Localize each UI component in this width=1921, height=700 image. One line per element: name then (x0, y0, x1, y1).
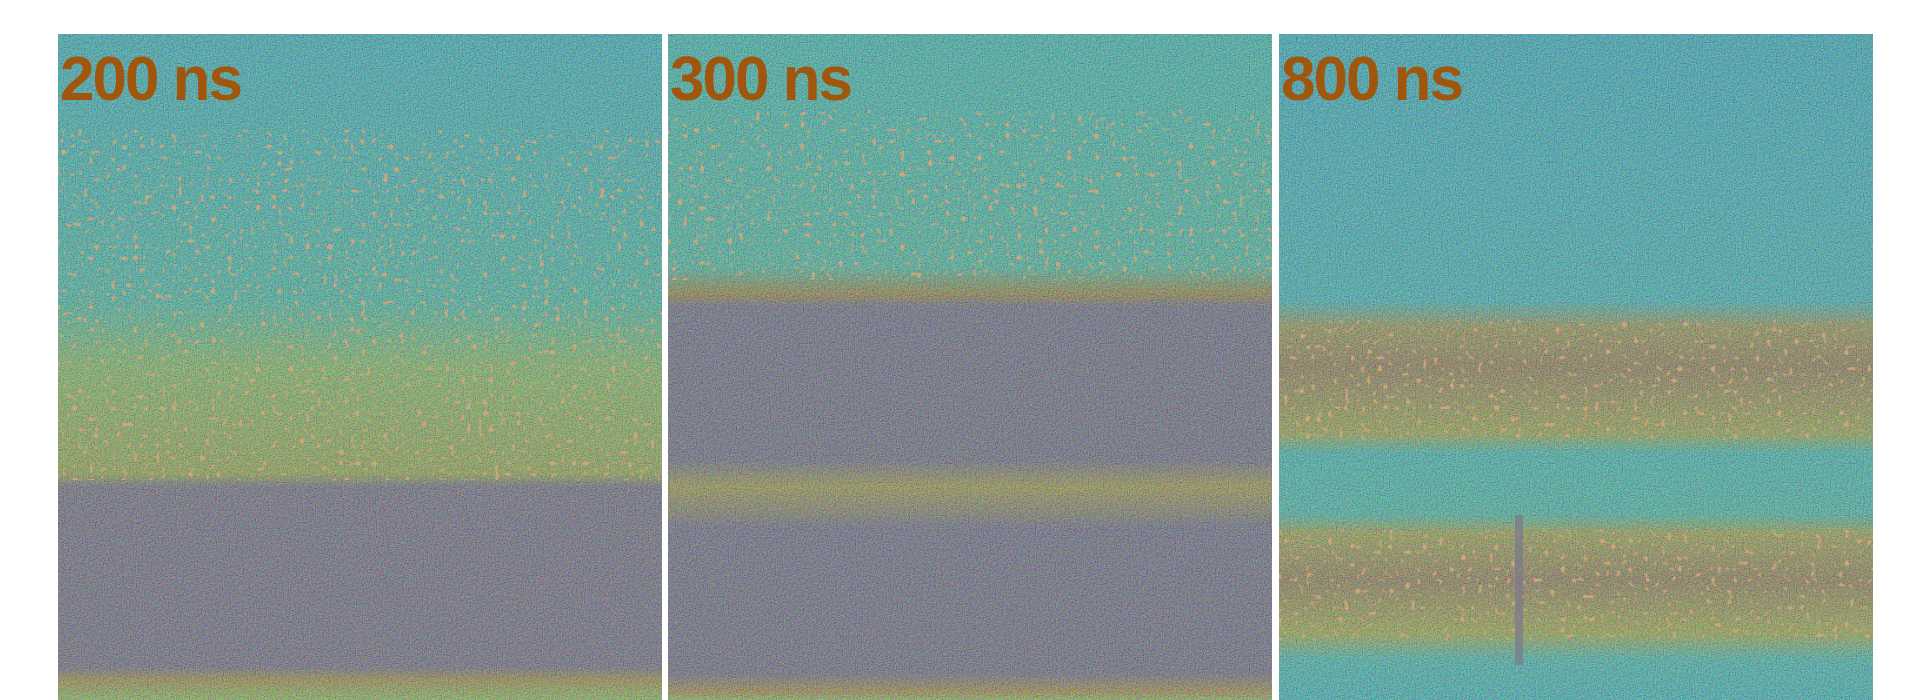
panel-particles (1279, 530, 1873, 640)
panel-streak (1515, 515, 1523, 665)
panel-label: 800 ns (1281, 45, 1462, 114)
panel-particles (58, 130, 662, 480)
panel-particles (1279, 320, 1873, 440)
panel-label: 300 ns (670, 45, 851, 114)
panel-label: 200 ns (60, 45, 241, 114)
panel: 800 ns (1279, 34, 1873, 700)
panel: 300 ns (668, 34, 1272, 700)
panel: 200 ns (58, 34, 662, 700)
panel-particles (668, 110, 1272, 280)
